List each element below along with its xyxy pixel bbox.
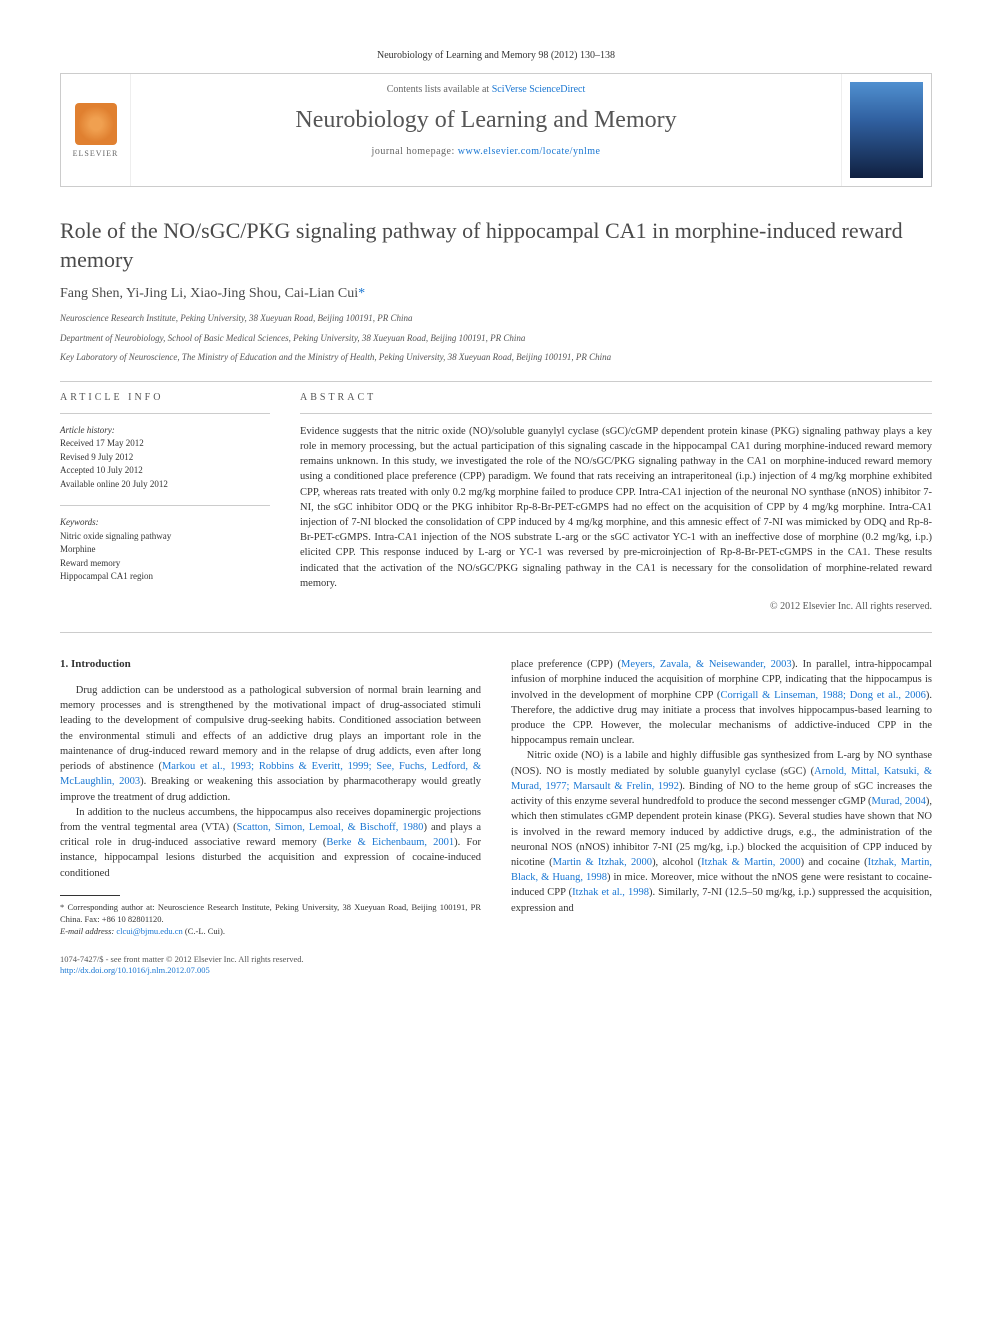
ref-corrigall-dong[interactable]: Corrigall & Linseman, 1988; Dong et al.,… bbox=[720, 690, 925, 701]
article-history: Article history: Received 17 May 2012 Re… bbox=[60, 424, 270, 492]
authors: Fang Shen, Yi-Jing Li, Xiao-Jing Shou, C… bbox=[60, 286, 932, 302]
doi-link[interactable]: http://dx.doi.org/10.1016/j.nlm.2012.07.… bbox=[60, 965, 210, 975]
footer: 1074-7427/$ - see front matter © 2012 El… bbox=[60, 954, 932, 978]
citation: Neurobiology of Learning and Memory 98 (… bbox=[60, 50, 932, 61]
history-accepted: Accepted 10 July 2012 bbox=[60, 464, 270, 478]
elsevier-label: ELSEVIER bbox=[73, 149, 119, 158]
corr-email-link[interactable]: clcui@bjmu.edu.cn bbox=[116, 926, 182, 936]
ref-martin-itzhak[interactable]: Martin & Itzhak, 2000 bbox=[553, 857, 652, 868]
keyword-1: Nitric oxide signaling pathway bbox=[60, 530, 270, 544]
keyword-3: Reward memory bbox=[60, 557, 270, 571]
affiliation-3: Key Laboratory of Neuroscience, The Mini… bbox=[60, 351, 932, 365]
affiliation-1: Neuroscience Research Institute, Peking … bbox=[60, 312, 932, 326]
text-run: ) and cocaine ( bbox=[801, 857, 868, 868]
text-run: ), alcohol ( bbox=[652, 857, 701, 868]
keywords-label: Keywords: bbox=[60, 517, 99, 527]
intro-para-1: Drug addiction can be understood as a pa… bbox=[60, 683, 481, 805]
homepage-line: journal homepage: www.elsevier.com/locat… bbox=[151, 146, 821, 157]
sciencedirect-link[interactable]: SciVerse ScienceDirect bbox=[492, 84, 586, 95]
elsevier-logo: ELSEVIER bbox=[61, 74, 131, 186]
header-center: Contents lists available at SciVerse Sci… bbox=[131, 74, 841, 186]
journal-header-box: ELSEVIER Contents lists available at Sci… bbox=[60, 73, 932, 187]
author-list: Fang Shen, Yi-Jing Li, Xiao-Jing Shou, C… bbox=[60, 286, 358, 301]
history-revised: Revised 9 July 2012 bbox=[60, 451, 270, 465]
keyword-2: Morphine bbox=[60, 543, 270, 557]
homepage-link[interactable]: www.elsevier.com/locate/ynlme bbox=[458, 146, 601, 157]
text-run: Drug addiction can be understood as a pa… bbox=[60, 685, 481, 772]
copyright-line: © 2012 Elsevier Inc. All rights reserved… bbox=[300, 601, 932, 612]
divider bbox=[60, 413, 270, 414]
email-suffix: (C.-L. Cui). bbox=[183, 926, 225, 936]
body-two-column: 1. Introduction Drug addiction can be un… bbox=[60, 657, 932, 937]
journal-cover-thumb bbox=[841, 74, 931, 186]
intro-para-2: In addition to the nucleus accumbens, th… bbox=[60, 805, 481, 881]
right-para-2: Nitric oxide (NO) is a labile and highly… bbox=[511, 748, 932, 915]
affiliation-2: Department of Neurobiology, School of Ba… bbox=[60, 332, 932, 346]
cover-image bbox=[850, 82, 923, 178]
footnote-separator bbox=[60, 895, 120, 896]
corr-address: * Corresponding author at: Neuroscience … bbox=[60, 902, 481, 926]
history-received: Received 17 May 2012 bbox=[60, 437, 270, 451]
abstract-text: Evidence suggests that the nitric oxide … bbox=[300, 424, 932, 591]
keywords-block: Keywords: Nitric oxide signaling pathway… bbox=[60, 516, 270, 584]
right-column: place preference (CPP) (Meyers, Zavala, … bbox=[511, 657, 932, 937]
elsevier-tree-icon bbox=[75, 103, 117, 145]
email-label: E-mail address: bbox=[60, 926, 116, 936]
intro-header: 1. Introduction bbox=[60, 657, 481, 673]
contents-prefix: Contents lists available at bbox=[387, 84, 492, 95]
article-title: Role of the NO/sGC/PKG signaling pathway… bbox=[60, 217, 932, 274]
divider bbox=[60, 632, 932, 633]
divider bbox=[300, 413, 932, 414]
ref-meyers[interactable]: Meyers, Zavala, & Neisewander, 2003 bbox=[621, 659, 792, 670]
ref-murad[interactable]: Murad, 2004 bbox=[872, 796, 926, 807]
keyword-4: Hippocampal CA1 region bbox=[60, 570, 270, 584]
abstract-column: ABSTRACT Evidence suggests that the nitr… bbox=[300, 392, 932, 612]
front-matter-line: 1074-7427/$ - see front matter © 2012 El… bbox=[60, 954, 932, 966]
ref-scatton[interactable]: Scatton, Simon, Lemoal, & Bischoff, 1980 bbox=[237, 822, 424, 833]
article-info-header: ARTICLE INFO bbox=[60, 392, 270, 403]
divider bbox=[60, 505, 270, 506]
ref-itzhak-martin[interactable]: Itzhak & Martin, 2000 bbox=[701, 857, 800, 868]
contents-line: Contents lists available at SciVerse Sci… bbox=[151, 84, 821, 95]
left-column: 1. Introduction Drug addiction can be un… bbox=[60, 657, 481, 937]
history-online: Available online 20 July 2012 bbox=[60, 478, 270, 492]
ref-itzhak-1998b[interactable]: Itzhak et al., 1998 bbox=[572, 887, 649, 898]
text-run: place preference (CPP) ( bbox=[511, 659, 621, 670]
right-para-1: place preference (CPP) (Meyers, Zavala, … bbox=[511, 657, 932, 748]
corresponding-marker-link[interactable]: * bbox=[358, 286, 365, 301]
history-label: Article history: bbox=[60, 425, 115, 435]
abstract-header: ABSTRACT bbox=[300, 392, 932, 403]
corresponding-footnote: * Corresponding author at: Neuroscience … bbox=[60, 902, 481, 938]
homepage-prefix: journal homepage: bbox=[372, 146, 458, 157]
article-info-column: ARTICLE INFO Article history: Received 1… bbox=[60, 392, 270, 612]
ref-berke[interactable]: Berke & Eichenbaum, 2001 bbox=[326, 837, 454, 848]
journal-name: Neurobiology of Learning and Memory bbox=[151, 107, 821, 134]
divider bbox=[60, 381, 932, 382]
